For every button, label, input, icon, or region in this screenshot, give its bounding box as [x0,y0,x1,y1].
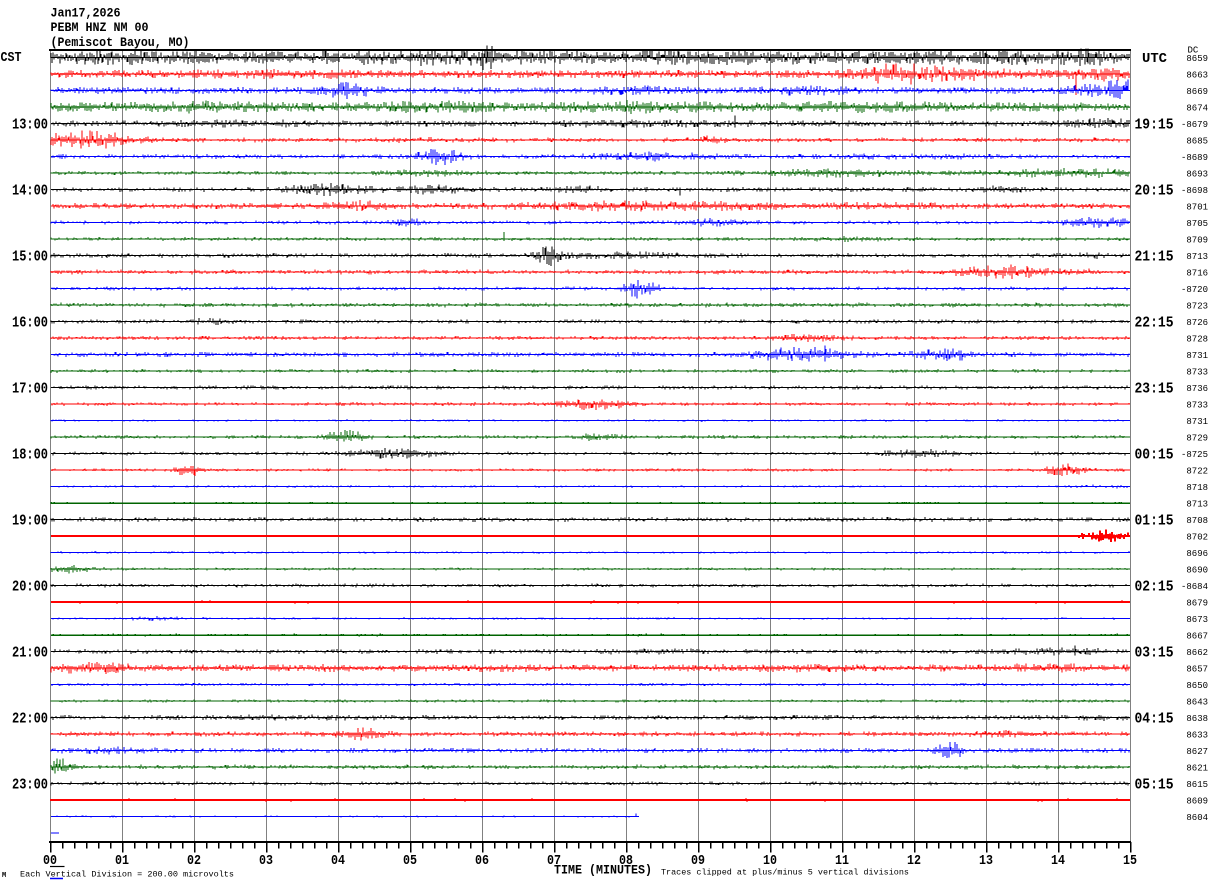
svg-text:8663: 8663 [1186,71,1208,81]
svg-text:-8684: -8684 [1181,582,1208,592]
svg-text:01:15: 01:15 [1135,514,1174,530]
svg-text:02:15: 02:15 [1135,580,1174,596]
svg-text:8609: 8609 [1186,797,1208,807]
svg-text:Traces clipped at plus/minus 5: Traces clipped at plus/minus 5 vertical … [661,868,909,878]
svg-text:Each Vertical Division = 200.: Each Vertical Division = 200.00 microvol… [20,870,234,880]
svg-text:8736: 8736 [1186,384,1208,394]
svg-text:12: 12 [907,853,921,869]
svg-text:05:15: 05:15 [1135,778,1174,794]
svg-text:8604: 8604 [1186,813,1208,823]
svg-text:8667: 8667 [1186,632,1208,642]
svg-text:DC: DC [1188,46,1199,56]
svg-text:13: 13 [979,853,993,869]
svg-text:14: 14 [1051,853,1065,869]
svg-text:-8725: -8725 [1181,450,1208,460]
svg-text:15:00: 15:00 [12,250,48,266]
svg-text:17:00: 17:00 [12,382,48,398]
svg-text:8621: 8621 [1186,764,1208,774]
svg-text:8685: 8685 [1186,137,1208,147]
svg-text:21:15: 21:15 [1135,250,1174,266]
svg-text:23:00: 23:00 [12,778,48,794]
svg-text:8708: 8708 [1186,516,1208,526]
svg-text:22:15: 22:15 [1135,316,1174,332]
svg-text:08: 08 [619,853,633,869]
svg-text:8696: 8696 [1186,549,1208,559]
svg-text:09: 09 [691,853,705,869]
svg-text:20:15: 20:15 [1135,184,1174,200]
svg-text:8702: 8702 [1186,533,1208,543]
svg-text:00:15: 00:15 [1135,448,1174,464]
svg-text:04:15: 04:15 [1135,712,1174,728]
svg-text:8693: 8693 [1186,170,1208,180]
svg-text:23:15: 23:15 [1135,382,1174,398]
svg-text:8701: 8701 [1186,203,1208,213]
svg-text:8673: 8673 [1186,615,1208,625]
svg-text:8733: 8733 [1186,401,1208,411]
svg-text:-8679: -8679 [1181,120,1208,130]
svg-text:8679: 8679 [1186,599,1208,609]
svg-text:20:00: 20:00 [12,580,48,596]
svg-text:8705: 8705 [1186,219,1208,229]
svg-text:-8689: -8689 [1181,153,1208,163]
svg-text:-8720: -8720 [1181,285,1208,295]
svg-text:22:00: 22:00 [12,712,48,728]
svg-text:-8698: -8698 [1181,186,1208,196]
svg-text:8731: 8731 [1186,417,1208,427]
svg-text:8627: 8627 [1186,747,1208,757]
svg-text:UTC: UTC [1142,51,1168,67]
svg-text:CST: CST [1,50,22,66]
svg-text:06: 06 [475,853,489,869]
svg-text:18:00: 18:00 [12,448,48,464]
svg-text:M: M [2,872,6,880]
svg-text:19:00: 19:00 [12,514,48,530]
svg-text:8638: 8638 [1186,714,1208,724]
svg-text:8733: 8733 [1186,368,1208,378]
svg-text:8716: 8716 [1186,269,1208,279]
svg-text:10: 10 [763,853,777,869]
svg-text:TIME (MINUTES): TIME (MINUTES) [554,863,652,878]
svg-text:04: 04 [331,853,345,869]
svg-text:8713: 8713 [1186,500,1208,510]
svg-text:8674: 8674 [1186,104,1208,114]
svg-text:8718: 8718 [1186,483,1208,493]
svg-text:8690: 8690 [1186,566,1208,576]
svg-text:Jan17,2026: Jan17,2026 [51,6,121,21]
svg-text:8728: 8728 [1186,335,1208,345]
svg-text:8709: 8709 [1186,236,1208,246]
svg-text:02: 02 [187,853,201,869]
svg-text:8729: 8729 [1186,434,1208,444]
svg-text:8731: 8731 [1186,351,1208,361]
svg-text:11: 11 [835,853,849,869]
svg-text:00: 00 [43,853,57,869]
svg-text:8615: 8615 [1186,780,1208,790]
svg-text:14:00: 14:00 [12,184,48,200]
svg-text:8657: 8657 [1186,665,1208,675]
svg-text:21:00: 21:00 [12,646,48,662]
svg-text:8633: 8633 [1186,731,1208,741]
svg-text:03: 03 [259,853,273,869]
svg-text:8643: 8643 [1186,698,1208,708]
svg-text:15: 15 [1123,853,1137,869]
svg-text:19:15: 19:15 [1135,118,1174,134]
svg-text:8722: 8722 [1186,467,1208,477]
svg-text:8723: 8723 [1186,302,1208,312]
svg-text:PEBM HNZ NM 00: PEBM HNZ NM 00 [51,20,149,35]
svg-text:8650: 8650 [1186,681,1208,691]
svg-text:05: 05 [403,853,417,869]
svg-text:03:15: 03:15 [1135,646,1174,662]
svg-text:8659: 8659 [1186,54,1208,64]
svg-text:07: 07 [547,853,561,869]
svg-text:8713: 8713 [1186,252,1208,262]
svg-text:16:00: 16:00 [12,316,48,332]
svg-text:8726: 8726 [1186,318,1208,328]
svg-text:(Pemiscot Bayou, MO): (Pemiscot Bayou, MO) [51,35,190,50]
svg-text:8662: 8662 [1186,648,1208,658]
svg-text:8669: 8669 [1186,87,1208,97]
svg-text:01: 01 [115,853,129,869]
svg-text:13:00: 13:00 [12,118,48,134]
